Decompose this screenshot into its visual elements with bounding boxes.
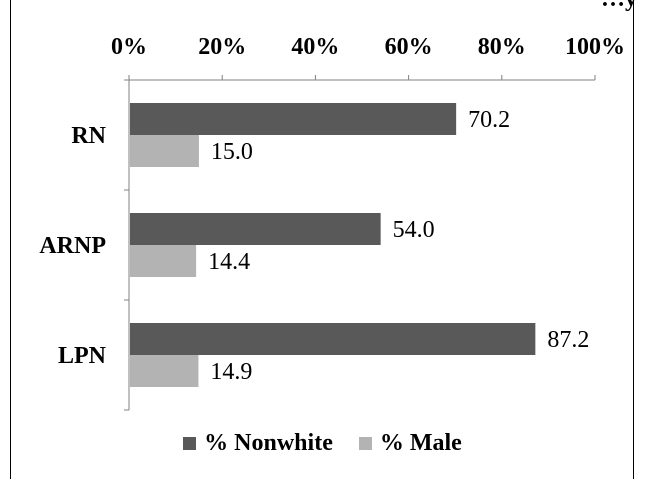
x-tick-label: 20% <box>198 34 246 60</box>
legend-item-nonwhite: % Nonwhite <box>183 430 333 457</box>
x-tick-label: 100% <box>565 34 625 60</box>
bar-nonwhite <box>130 103 457 135</box>
chart-axes <box>124 75 596 411</box>
data-label: 14.4 <box>208 249 250 275</box>
legend: % Nonwhite % Male <box>0 428 645 458</box>
legend-item-male: % Male <box>358 429 462 457</box>
x-tick-label: 60% <box>385 34 433 60</box>
legend-swatch-male <box>358 436 372 450</box>
x-tick-label: 40% <box>291 34 339 60</box>
category-label: RN <box>71 123 106 149</box>
data-label: 14.9 <box>210 359 252 385</box>
data-label: 87.2 <box>547 327 589 353</box>
bar-nonwhite <box>130 213 381 245</box>
chart-border-right <box>633 0 634 479</box>
x-tick-labels: 0% 20% 40% 60% 80% 100% <box>111 34 625 60</box>
data-label: 70.2 <box>468 107 510 133</box>
data-label: 54.0 <box>393 217 435 243</box>
bars <box>130 103 536 387</box>
x-tick-label: 80% <box>478 34 526 60</box>
data-label: 15.0 <box>211 139 253 165</box>
data-labels: 70.2 15.0 54.0 14.4 87.2 14.9 <box>208 107 589 385</box>
bar-male <box>130 135 199 167</box>
category-labels: RN ARNP LPN <box>39 123 106 369</box>
legend-label-male: % Male <box>379 429 462 456</box>
category-label: ARNP <box>39 233 106 259</box>
category-label: LPN <box>58 343 107 369</box>
bar-male <box>130 355 199 387</box>
bar-nonwhite <box>130 323 536 355</box>
bar-male <box>130 245 197 277</box>
x-tick-label: 0% <box>111 34 147 60</box>
chart-border-left <box>10 0 11 479</box>
legend-swatch-nonwhite <box>183 436 197 450</box>
legend-label-nonwhite: % Nonwhite <box>204 429 333 456</box>
